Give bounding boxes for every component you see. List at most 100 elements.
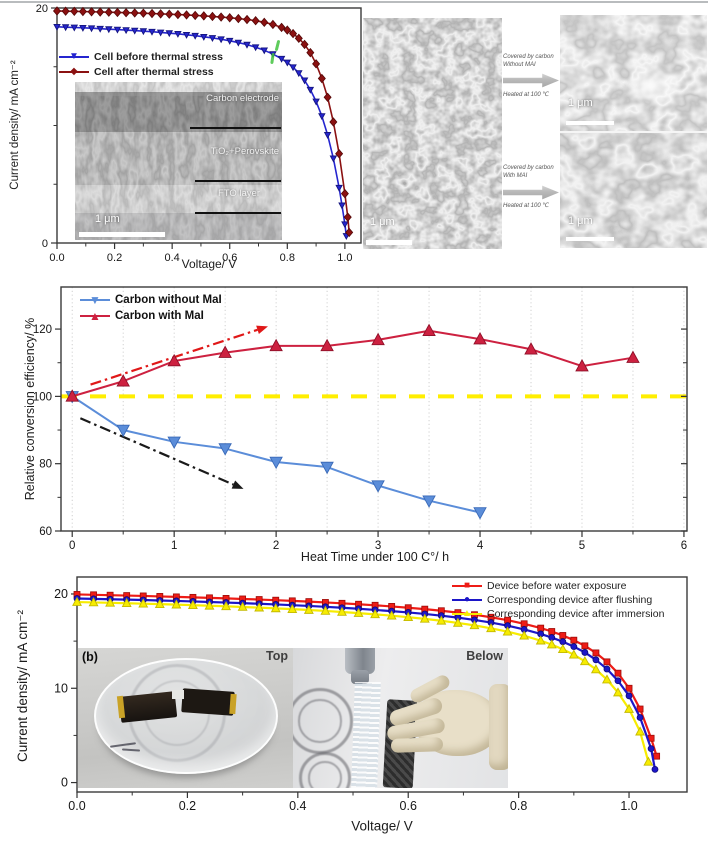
caption-line: Heated at 100 ℃: [503, 92, 550, 98]
svg-text:0: 0: [61, 776, 68, 790]
layer-label-carbon: Carbon electrode: [206, 93, 279, 104]
svg-text:2: 2: [273, 540, 279, 552]
caption-line: Covered by carbon: [503, 54, 554, 60]
layer-divider: [190, 127, 281, 129]
legend-label: Carbon with MaI: [115, 310, 204, 322]
svg-text:0.2: 0.2: [107, 252, 122, 264]
panel-d-x-axis-title: Voltage/ V: [351, 818, 413, 834]
svg-text:1.0: 1.0: [620, 799, 637, 813]
nitrile-glove-cuff: [489, 684, 508, 770]
caption-line: Covered by carbon: [503, 165, 554, 171]
legend-key-line: ▼: [59, 51, 89, 63]
svg-text:6: 6: [681, 540, 687, 552]
legend-item: ▲ Corresponding device after immersion: [452, 607, 664, 621]
university-stamp: [299, 752, 351, 788]
svg-text:0: 0: [42, 238, 48, 250]
inset-panel-label: (b): [82, 650, 98, 664]
layer-tio2-perovskite: [75, 132, 282, 185]
svg-text:0.0: 0.0: [49, 252, 64, 264]
svg-text:20: 20: [36, 3, 48, 15]
legend-panel-a: ▼ Cell before thermal stress ◆ Cell afte…: [59, 49, 223, 79]
square-icon: ■: [463, 580, 471, 591]
panel-d-y-axis-title: Current density/ mA cm⁻²: [15, 610, 30, 762]
scalebar-label: 1 μm: [370, 216, 395, 228]
sem-image-heated-with-mai: 1 μm: [560, 133, 707, 248]
legend-label: Device before water exposure: [487, 580, 627, 592]
triangle-up-icon: ▲: [462, 608, 472, 619]
scalebar: [566, 121, 614, 125]
svg-text:0.6: 0.6: [400, 799, 417, 813]
legend-key-line: ●: [452, 594, 482, 606]
layer-divider: [195, 180, 281, 182]
sem-image-perovskite-before: 1 μm: [363, 18, 502, 249]
device-tab: [172, 690, 184, 699]
scalebar: [79, 232, 165, 237]
legend-panel-d: ■ Device before water exposure ● Corresp…: [452, 579, 664, 621]
layer-divider: [195, 212, 281, 214]
legend-label: Cell after thermal stress: [94, 65, 214, 78]
sem-separator-line: [560, 131, 707, 133]
scalebar-label: 1 μm: [568, 215, 593, 227]
circle-icon: ●: [463, 594, 471, 605]
svg-text:0.0: 0.0: [68, 799, 85, 813]
sem-cross-section-inset: Carbon electrode TiO₂+Perovskite FTO lay…: [75, 82, 282, 240]
process-caption-top-heated: Heated at 100 ℃: [503, 92, 563, 100]
legend-label: Corresponding device after immersion: [487, 608, 665, 620]
legend-key-line: ■: [452, 580, 482, 592]
inset-photo-flushing: Below: [293, 648, 508, 788]
solar-device: [181, 688, 235, 716]
legend-label: Carbon without MaI: [115, 294, 222, 306]
legend-key-line: ▲: [80, 310, 110, 322]
svg-text:0.8: 0.8: [280, 252, 295, 264]
svg-text:5: 5: [579, 540, 585, 552]
svg-text:20: 20: [54, 587, 68, 601]
nitrile-glove-finger: [390, 737, 444, 753]
university-stamp: [293, 688, 353, 754]
sem-image-heated-without-mai: 1 μm: [560, 15, 707, 132]
legend-item: ◆ Cell after thermal stress: [59, 64, 223, 79]
water-stream: [351, 682, 381, 788]
process-arrow-icon: [503, 73, 559, 88]
scalebar-label: 1 μm: [568, 97, 593, 109]
inset-photo-top-view: (b) Top: [78, 648, 293, 788]
green-artifact-mark: [274, 39, 281, 52]
svg-text:0.4: 0.4: [289, 799, 306, 813]
diamond-icon: ◆: [70, 65, 78, 77]
legend-panel-c: ▼ Carbon without MaI ▲ Carbon with MaI: [80, 292, 222, 324]
panel-a-x-axis-title: Voltage/ V: [181, 257, 237, 271]
scalebar: [566, 237, 614, 241]
svg-text:0.2: 0.2: [179, 799, 196, 813]
legend-key-line: ◆: [59, 66, 89, 78]
page-top-border: [0, 1, 708, 3]
caption-line: Heated at 100 ℃: [503, 203, 550, 209]
process-arrow-icon: [503, 185, 559, 200]
legend-item: ▼ Carbon without MaI: [80, 292, 222, 308]
legend-item: ▲ Carbon with MaI: [80, 308, 222, 324]
svg-text:60: 60: [39, 526, 52, 538]
svg-text:0.4: 0.4: [165, 252, 180, 264]
scalebar: [366, 240, 412, 245]
legend-item: ● Corresponding device after flushing: [452, 593, 664, 607]
legend-label: Cell before thermal stress: [94, 50, 223, 63]
panel-a-y-axis-title: Current density/ mA cm⁻²: [9, 60, 21, 190]
caption-line: Without MAI: [503, 61, 536, 68]
panel-c-x-axis-title: Heat Time under 100 C°/ h: [300, 550, 450, 564]
legend-item: ▼ Cell before thermal stress: [59, 49, 223, 64]
triangle-down-icon: ▼: [69, 50, 79, 62]
inset-caption-below: Below: [466, 649, 503, 663]
legend-item: ■ Device before water exposure: [452, 579, 664, 593]
inset-caption-top: Top: [266, 649, 288, 663]
process-caption-bottom: Covered by carbon With MAI: [503, 165, 563, 180]
scalebar-label: 1 μm: [95, 213, 120, 225]
process-caption-bottom-heated: Heated at 100 ℃: [503, 203, 563, 211]
legend-label: Corresponding device after flushing: [487, 594, 653, 606]
svg-text:1: 1: [171, 540, 177, 552]
caption-line: With MAI: [503, 172, 528, 179]
green-artifact-mark: [270, 52, 275, 65]
legend-key-line: ▼: [80, 294, 110, 306]
svg-text:0.8: 0.8: [510, 799, 527, 813]
triangle-down-icon: ▼: [89, 293, 101, 307]
layer-label-tio2: TiO₂+Perovskite: [210, 146, 279, 157]
